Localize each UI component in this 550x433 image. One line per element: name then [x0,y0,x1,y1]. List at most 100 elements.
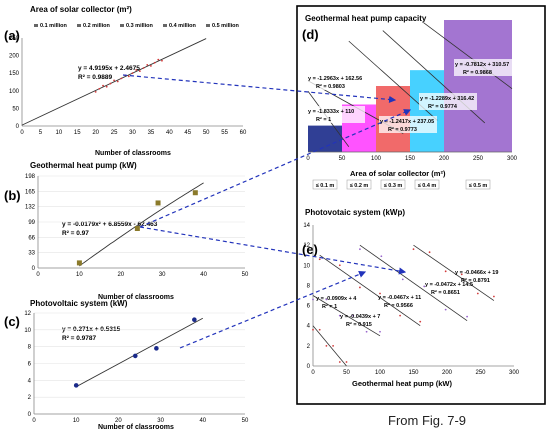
panel-c-xtick-2: 20 [115,418,122,424]
panel-d-band-label-4: ≤ 0.5 m [469,183,488,189]
panel-c-ytick-5: 10 [24,328,31,334]
panel-a: (a) Area of solar collector (m²) 0.1 mil… [4,5,247,157]
panel-d-band-label-2: ≤ 0.3 m [384,183,403,189]
panel-e-point-0-3 [332,344,334,347]
panel-a-ytick-5: 250 [9,36,20,42]
panel-c-xtick-3: 30 [157,418,164,424]
panel-b-ytick-2: 66 [28,235,35,241]
panel-d-eq-3: y = -1.2289x + 316.42 [420,96,474,102]
panel-d: (d) Geothermal heat pump capacity Area o… [302,14,518,190]
panel-a-point-3 [105,85,108,88]
panel-b-label: (b) [4,188,21,203]
panel-e-trend-1 [312,295,381,337]
panel-d-trend-4 [423,22,513,89]
panel-e-point-2-2 [359,286,361,289]
panel-c-ytick-2: 4 [28,378,32,384]
panel-d-eq-1: y = -1.8333x + 110 [308,109,354,115]
panel-e-ytick-5: 10 [303,263,310,269]
connector-arrows [122,74,412,349]
panel-e-point-1-1 [325,298,328,301]
panel-e-eq-1: y = -0.0439x + 7 [340,314,380,320]
panel-c-xtick-0: 0 [32,418,36,424]
panel-c-ytick-6: 12 [24,311,31,317]
panel-c-point-3 [192,317,197,323]
panel-a-xtick-11: 55 [221,130,228,136]
panel-a-legend-entry-2: 0.3 million [126,23,154,29]
connector-arrow-0 [122,74,397,104]
panel-b-point-1 [134,226,140,232]
panel-c-xlabel: Number of classrooms [98,424,174,431]
right-frame [296,5,546,405]
panel-a-legend: 0.1 million 0.2 million 0.3 million 0.4 mil… [34,23,240,29]
panel-e-point-1-2 [338,314,341,317]
panel-c-r2: R² = 0.9787 [62,335,97,342]
panel-a-xtick-4: 20 [92,130,99,136]
panel-b-equation: y = -0.0179x² + 6.8559x - 62.463 [62,221,158,228]
panel-d-band-cell-4 [465,179,491,190]
panel-e-point-2-3 [379,292,381,295]
panel-e-xtick-5: 250 [475,370,486,376]
panel-d-eq-0: y = -1.2963x + 162.56 [308,76,362,82]
panel-a-point-16 [153,61,156,64]
panel-e-point-0-2 [325,344,328,347]
panel-c: (c) Photovoltaic system (kW) y = 0.271x … [4,299,249,431]
panel-a-label: (a) [4,28,20,43]
panel-e-point-4-5 [493,295,495,298]
panel-c-equation: y = 0.271x + 0.5315 [62,326,121,333]
panel-d-bar-4 [444,20,512,152]
panel-a-legend-marker-4 [206,24,210,27]
panel-d-xtick-0: 0 [306,156,310,162]
panel-c-label: (c) [4,314,20,329]
panel-d-r2-0: R² = 0.9803 [316,83,345,90]
panel-d-band-label-1: ≤ 0.2 m [350,183,369,189]
panel-e-point-4-3 [460,273,463,276]
panel-e-point-3-3 [423,285,426,288]
panel-a-trend-line [21,38,207,126]
panel-c-point-2 [154,346,159,351]
panel-d-eq-bg-2 [379,116,437,133]
panel-a-point-1 [98,87,101,90]
panel-e-point-4-4 [476,292,479,295]
panel-d-band-cell-3 [414,179,440,190]
panel-d-r2-1: R² = 1 [316,116,331,123]
panel-e-eq-0: y = -0.0909x + 4 [316,296,357,302]
panel-a-xtick-2: 10 [55,130,62,136]
panel-a-legend-entry-0: 0.1 million [40,23,68,29]
panel-d-eq-bg-0 [307,73,365,90]
panel-a-r2: R² = 0.9889 [78,74,113,81]
panel-a-ytick-1: 50 [12,106,19,112]
panel-e-point-3-0 [359,248,361,251]
figure-caption: From Fig. 7-9 [388,413,466,428]
panel-e-ytick-0: 0 [307,364,311,370]
panel-b-point-0 [76,260,82,266]
panel-a-ytick-2: 100 [9,89,20,95]
panel-e-point-1-4 [365,330,368,333]
panel-e-eq-4: y = -0.0466x + 19 [455,270,498,276]
panel-d-eq-2: y = -1.2417x + 237.05 [380,119,434,125]
panel-a-legend-entry-1: 0.2 million [83,23,111,29]
panel-a-point-18 [161,59,163,62]
panel-a-point-5 [113,79,115,82]
panel-e-ytick-2: 4 [307,324,311,330]
panel-a-point-17 [157,58,160,61]
panel-a-xtick-3: 15 [74,130,81,136]
panel-e-xlabel: Geothermal heat pump (kW) [352,379,453,388]
panel-e-r2-0: R² = 1 [322,303,337,310]
panel-a-xlabel: Number of classrooms [95,150,171,157]
panel-a-xtick-10: 50 [203,130,210,136]
panel-e-ytick-6: 12 [303,243,310,249]
panel-e-point-2-1 [338,264,341,267]
panel-a-point-9 [127,75,130,78]
panel-b-ytick-3: 99 [28,220,35,226]
panel-a-xtick-8: 40 [166,130,173,136]
panel-a-point-11 [135,69,138,71]
panel-b-ytick-5: 165 [25,189,36,195]
panel-a-point-15 [150,65,152,67]
panel-a-point-2 [102,84,104,87]
panel-b-ytick-1: 33 [28,251,35,257]
panel-e-title: Photovotaic system (kWp) [305,208,405,217]
panel-d-eq-bg-3 [419,93,477,110]
panel-a-legend-entry-3: 0.4 million [169,23,197,29]
panel-e-ytick-7: 14 [303,223,310,229]
